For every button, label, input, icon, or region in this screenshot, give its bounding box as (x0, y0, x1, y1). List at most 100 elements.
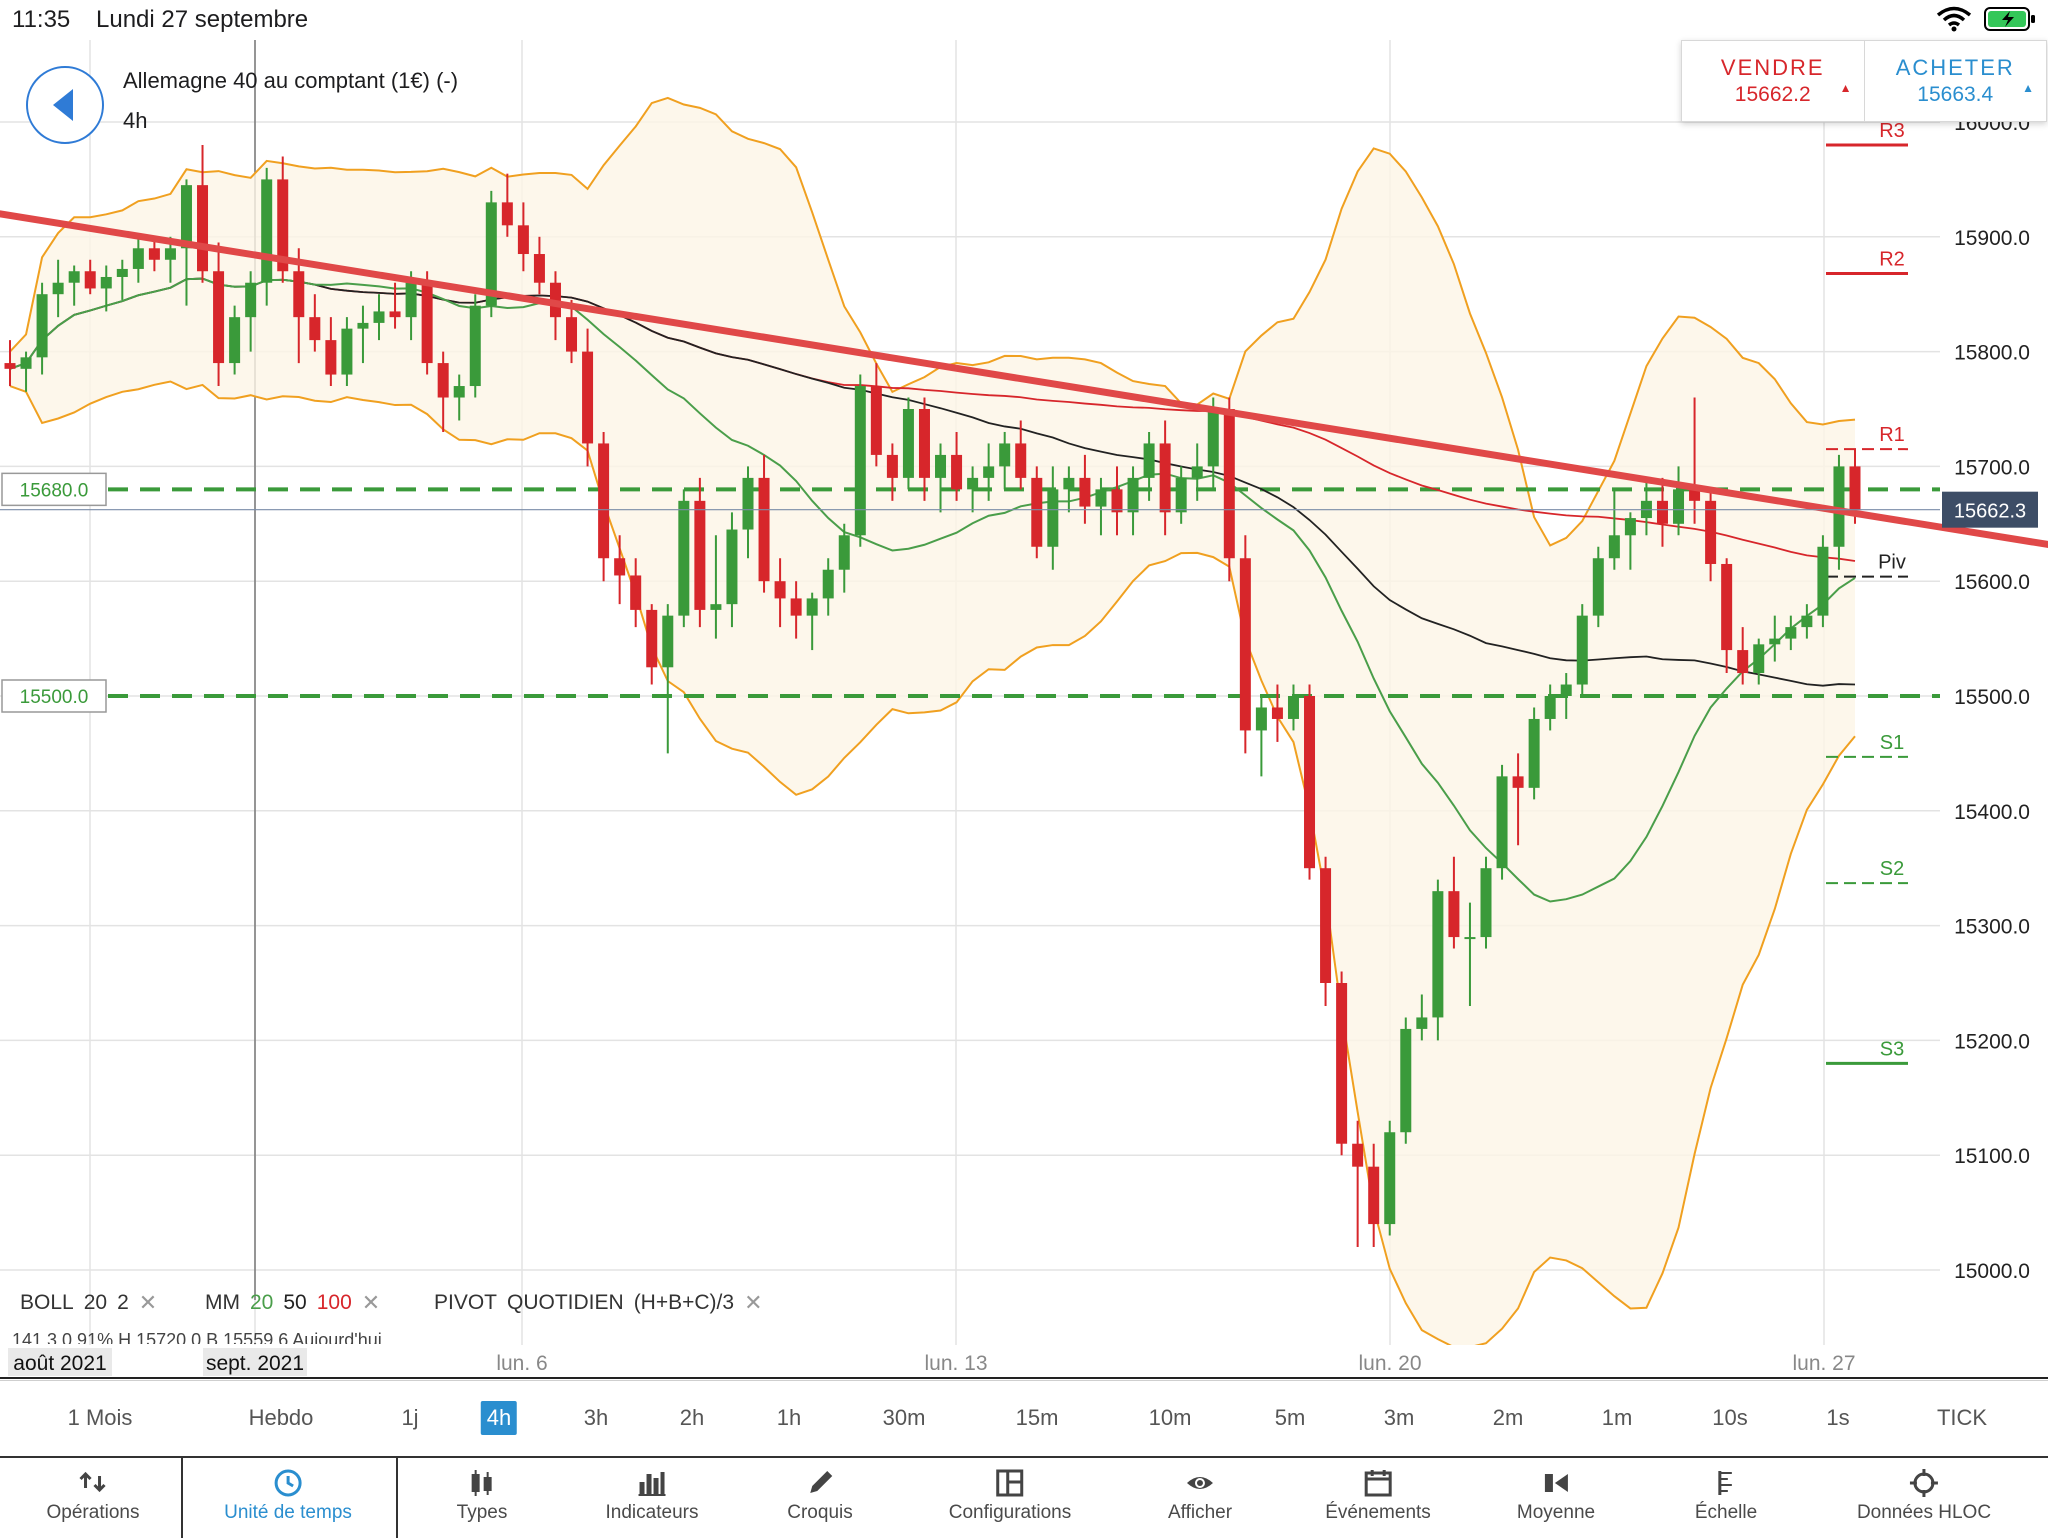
price-chart[interactable]: 16000.015900.015800.015700.015600.015500… (0, 40, 2048, 1380)
price-level-label: 15500.0 (20, 687, 89, 708)
timeframe-1s[interactable]: 1s (1826, 1405, 1850, 1430)
timeframe-3m[interactable]: 3m (1383, 1405, 1415, 1430)
remove-boll-icon[interactable]: ✕ (138, 1290, 158, 1315)
wifi-icon (1936, 6, 1972, 32)
candle-body (68, 271, 80, 283)
tab-label: Échelle (1694, 1502, 1758, 1523)
bar-chart-icon (638, 1472, 666, 1496)
timeframe-tick[interactable]: TICK (1936, 1405, 1988, 1430)
candle-body (533, 254, 545, 283)
y-tick-label: 15400.0 (1954, 801, 2030, 824)
tab-operations[interactable]: Opérations (46, 1458, 140, 1538)
mm20-line (9, 277, 1856, 903)
pivot-label: S2 (1880, 858, 1904, 880)
sell-button[interactable]: VENDRE 15662.2 ▲ (1682, 41, 1864, 121)
candle-body (886, 454, 898, 478)
tab-donnees-hloc[interactable]: Données HLOC (1857, 1458, 1991, 1538)
tab-indicateurs[interactable]: Indicateurs (606, 1458, 698, 1538)
crosshair-icon (1910, 1469, 1938, 1497)
timeframe-1j[interactable]: 1j (401, 1405, 419, 1430)
y-tick-label: 15700.0 (1954, 456, 2030, 479)
candle-body (1079, 477, 1091, 507)
timeframe-10s[interactable]: 10s (1712, 1405, 1748, 1430)
mm-indicator[interactable]: MM 20 50 100 ✕ (205, 1290, 380, 1316)
x-axis-label: août 2021 (13, 1352, 106, 1375)
boll-deviation: 2 (117, 1291, 129, 1314)
timeframe-10m[interactable]: 10m (1148, 1405, 1192, 1430)
price-level-label: 15680.0 (20, 480, 89, 501)
tab-configurations[interactable]: Configurations (949, 1458, 1071, 1538)
candle-body (758, 477, 770, 582)
x-axis-label: lun. 6 (496, 1352, 547, 1375)
instrument-name: Allemagne 40 au comptant (1€) (-) (123, 68, 459, 93)
pivot-label: R3 (1879, 120, 1905, 142)
candle-body (1689, 489, 1701, 501)
tab-unite-de-temps[interactable]: Unité de temps (224, 1458, 352, 1538)
candle-body (517, 225, 529, 255)
tab-label: Opérations (46, 1502, 140, 1523)
boll-indicator[interactable]: BOLL 20 2 ✕ (20, 1290, 157, 1316)
back-arrow-icon (53, 89, 73, 121)
candle-body (1191, 466, 1203, 478)
tab-types[interactable]: Types (457, 1458, 507, 1538)
candle-body (1512, 776, 1524, 788)
candle-body (1352, 1143, 1364, 1167)
candle-body (116, 268, 128, 277)
y-tick-label: 15100.0 (1954, 1145, 2030, 1168)
price-level-box (1, 679, 107, 713)
pivot-indicator[interactable]: PIVOT QUOTIDIEN (H+B+C)/3 ✕ (434, 1290, 763, 1316)
timeframe-3h[interactable]: 3h (583, 1405, 609, 1430)
candle-body (983, 466, 995, 478)
remove-pivot-icon[interactable]: ✕ (744, 1290, 763, 1315)
tab-echelle[interactable]: Échelle (1695, 1458, 1757, 1538)
candle-body (309, 317, 321, 341)
candle-body (1143, 443, 1155, 478)
candle-body (437, 363, 449, 398)
candle-body (1159, 443, 1171, 513)
candle-body (790, 598, 802, 616)
buy-button[interactable]: ACHETER 15663.4 ▲ (1863, 41, 2047, 121)
candle-body (1480, 868, 1492, 938)
candle-body (1255, 707, 1267, 731)
candle-body (1207, 409, 1219, 467)
candle-body (838, 535, 850, 570)
timeframe-1-mois[interactable]: 1 Mois (67, 1405, 133, 1430)
candle-body (180, 185, 192, 249)
candle-body (1063, 477, 1075, 490)
tab-croquis[interactable]: Croquis (787, 1458, 853, 1538)
candle-body (1368, 1166, 1380, 1225)
calendar-icon (1364, 1470, 1392, 1497)
candle-body (918, 409, 930, 478)
y-tick-label: 15800.0 (1954, 342, 2030, 365)
candle-body (549, 282, 561, 318)
tab-afficher[interactable]: Afficher (1168, 1458, 1232, 1538)
buy-label: ACHETER (1895, 55, 2015, 80)
candle-body (1464, 937, 1476, 940)
mm-period-100: 100 (316, 1291, 352, 1314)
timeframe-1m[interactable]: 1m (1601, 1405, 1633, 1430)
candle-body (1336, 983, 1348, 1144)
candle-body (1737, 650, 1749, 674)
timeframe-30m[interactable]: 30m (882, 1405, 926, 1430)
timeframe-2m[interactable]: 2m (1492, 1405, 1524, 1430)
timeframe-4h[interactable]: 4h (480, 1401, 518, 1435)
current-price-label: 15662.3 (1954, 501, 2026, 523)
candle-body (132, 248, 144, 269)
candle-body (1560, 684, 1572, 696)
timeframe-5m[interactable]: 5m (1274, 1405, 1306, 1430)
timeframe-15m[interactable]: 15m (1015, 1405, 1059, 1430)
timeframe-hebdo[interactable]: Hebdo (248, 1405, 314, 1430)
eye-icon (1186, 1477, 1213, 1489)
candle-body (1384, 1132, 1396, 1225)
timeframe-1h[interactable]: 1h (776, 1405, 802, 1430)
status-icons (1936, 6, 2036, 32)
remove-mm-icon[interactable]: ✕ (361, 1290, 381, 1315)
timeframe-2h[interactable]: 2h (679, 1405, 705, 1430)
candle-body (662, 615, 674, 668)
back-button[interactable] (26, 66, 104, 144)
candle-body (405, 282, 417, 318)
tab-moyenne[interactable]: Moyenne (1517, 1458, 1595, 1538)
current-price-badge (1942, 491, 2038, 528)
pivot-formula: (H+B+C)/3 (633, 1291, 735, 1314)
tab-evenements[interactable]: Événements (1325, 1458, 1431, 1538)
